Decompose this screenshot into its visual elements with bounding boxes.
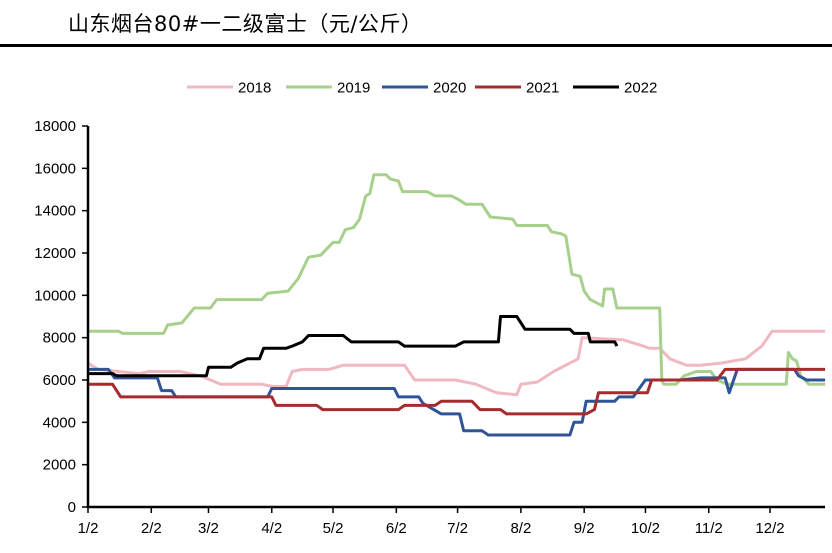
series-line-2019: [88, 173, 826, 386]
x-tick-label: 2/2: [141, 520, 162, 537]
y-tick-label: 12000: [34, 245, 76, 262]
x-tick-label: 6/2: [386, 520, 407, 537]
series-line-2021: [88, 367, 826, 416]
chart-title: 山东烟台80#一二级富士（元/公斤）: [68, 12, 423, 36]
x-tick-label: 7/2: [447, 520, 468, 537]
x-tick-label: 5/2: [323, 520, 344, 537]
y-tick-label: 0: [68, 499, 76, 516]
x-tick-label: 1/2: [78, 520, 99, 537]
y-tick-label: 16000: [34, 160, 76, 177]
x-tick-label: 11/2: [695, 520, 723, 537]
legend-label-2021: 2021: [526, 80, 559, 97]
axes: 0 2000 4000 6000 8000 10000 12000 14000 16000 180…: [34, 118, 825, 537]
x-tick-label: 10/2: [631, 520, 660, 537]
legend-label-2022: 2022: [624, 80, 657, 97]
legend-label-2020: 2020: [433, 80, 466, 97]
x-tick-label: 9/2: [574, 520, 595, 537]
series-line-2022: [88, 315, 619, 378]
y-tick-label: 14000: [34, 203, 76, 220]
y-tick-label: 2000: [43, 457, 76, 474]
legend-label-2018: 2018: [238, 80, 271, 97]
y-tick-label: 4000: [43, 414, 76, 431]
y-tick-label: 18000: [34, 118, 76, 135]
y-tick-label: 8000: [43, 330, 76, 347]
y-tick-label: 10000: [34, 287, 76, 304]
series-line-2020: [88, 367, 826, 437]
y-tick-label: 6000: [43, 372, 76, 389]
x-tick-label: 12/2: [755, 520, 784, 537]
x-tick-label: 8/2: [510, 520, 531, 537]
series-lines: [87, 173, 826, 437]
title-divider: [0, 44, 832, 47]
series-line-2018: [87, 329, 826, 397]
legend: 2018 2019 2020 2021 2022: [187, 80, 657, 97]
legend-label-2019: 2019: [337, 80, 370, 97]
x-tick-label: 4/2: [261, 520, 282, 537]
x-tick-label: 3/2: [198, 520, 219, 537]
